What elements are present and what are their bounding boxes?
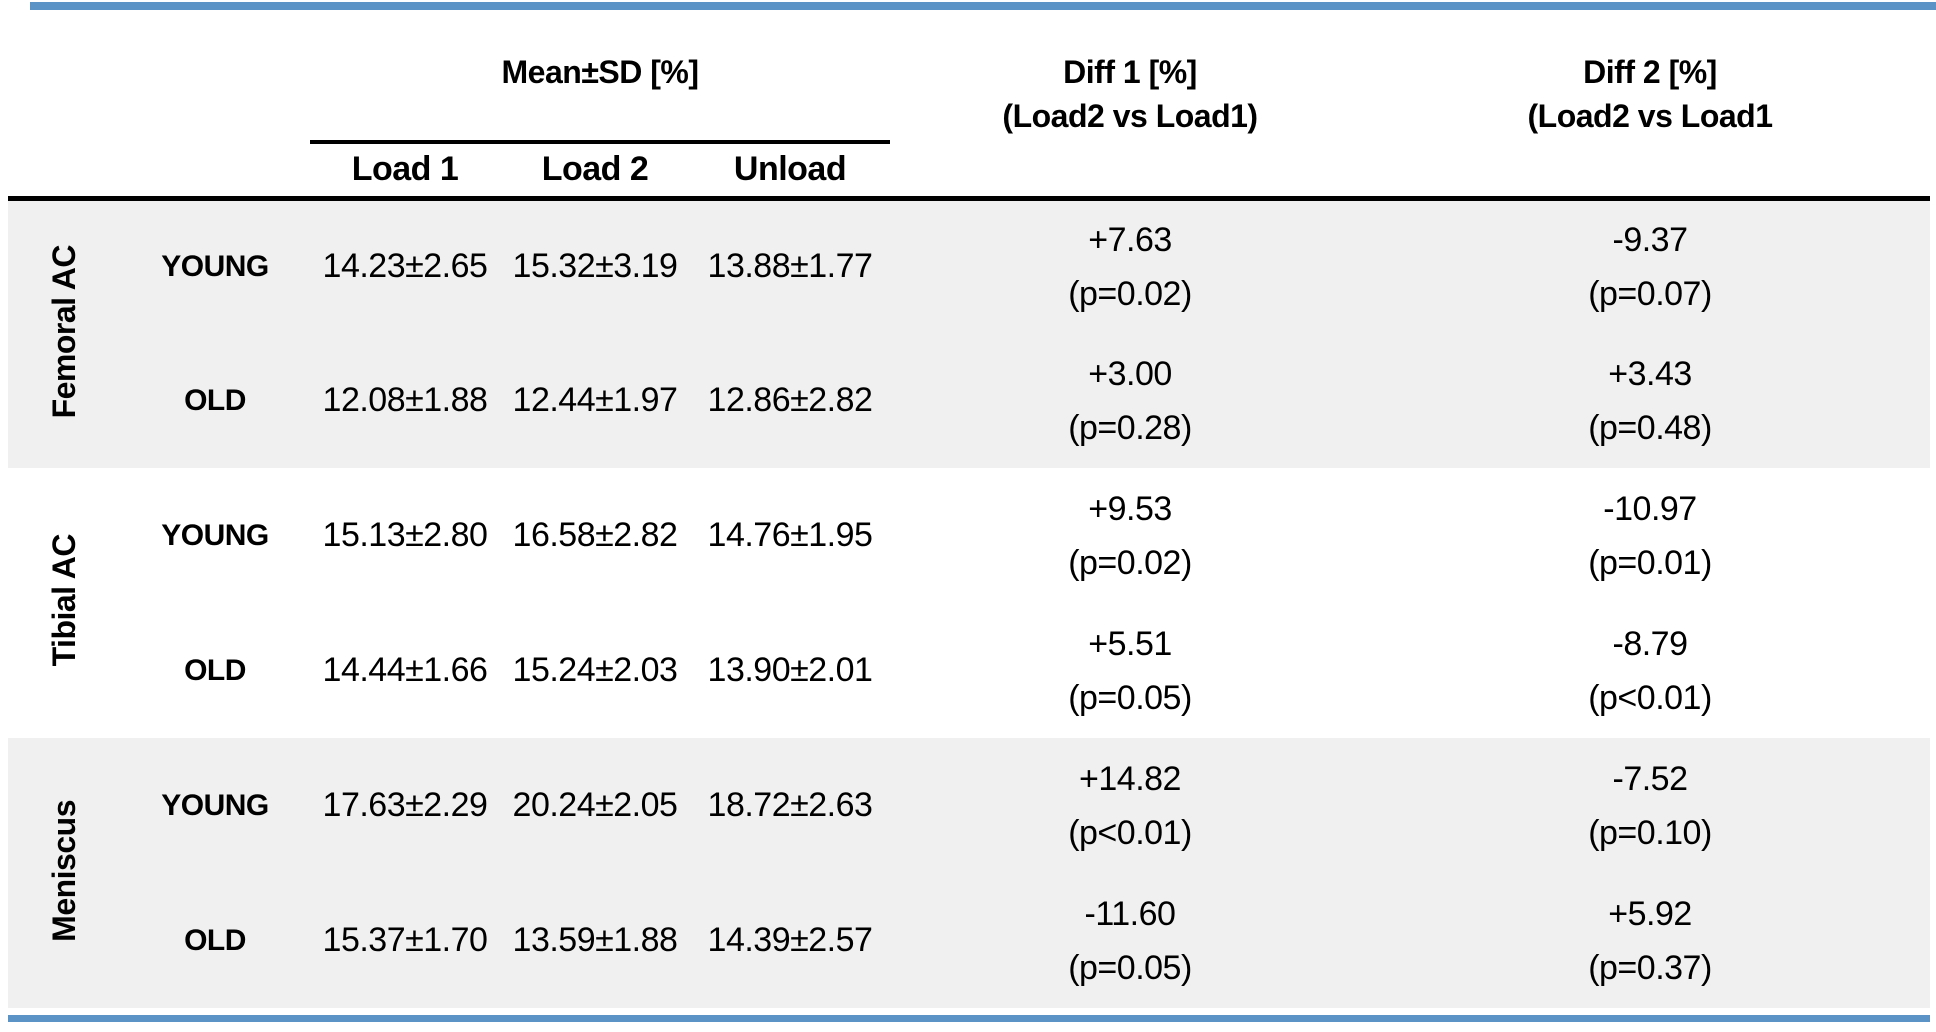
load1-value: 15.13±2.80 (310, 468, 500, 603)
diff1-cell: +9.53 (p=0.02) (890, 468, 1370, 603)
unload-value: 14.39±2.57 (690, 873, 890, 1008)
diff2-header-subtitle: (Load2 vs Load1 (1527, 98, 1774, 134)
group-label-text: Meniscus (45, 799, 82, 942)
diff1-value: -11.60 (1084, 894, 1176, 933)
load2-value: 13.59±1.88 (500, 873, 690, 1008)
group-label-femoral-ac: Femoral AC (8, 198, 120, 468)
diff1-cell: +7.63 (p=0.02) (890, 198, 1370, 333)
load1-value: 17.63±2.29 (310, 738, 500, 873)
diff1-pvalue: (p<0.01) (1068, 813, 1192, 852)
diff1-cell: +5.51 (p=0.05) (890, 603, 1370, 738)
load2-value: 20.24±2.05 (500, 738, 690, 873)
diff2-cell: -10.97 (p=0.01) (1370, 468, 1930, 603)
diff2-value: -8.79 (1612, 624, 1689, 663)
diff1-header-title: Diff 1 [%] (1063, 54, 1197, 90)
group-label-tibial-ac: Tibial AC (8, 468, 120, 738)
age-label: OLD (120, 333, 310, 468)
diff1-value: +5.51 (1088, 624, 1172, 663)
diff1-value: +3.00 (1088, 354, 1172, 393)
diff1-cell: +14.82 (p<0.01) (890, 738, 1370, 873)
diff2-cell: +3.43 (p=0.48) (1370, 333, 1930, 468)
group-label-text: Tibial AC (45, 534, 82, 667)
diff1-pvalue: (p=0.02) (1068, 543, 1192, 582)
diff1-value: +7.63 (1088, 220, 1172, 259)
diff2-header-title: Diff 2 [%] (1583, 54, 1717, 90)
unload-value: 13.90±2.01 (690, 603, 890, 738)
load1-value: 15.37±1.70 (310, 873, 500, 1008)
group-label-text: Femoral AC (45, 245, 82, 419)
header-spacer (8, 34, 310, 142)
table-header: Mean±SD [%] Diff 1 [%] (Load2 vs Load1) … (8, 34, 1930, 201)
diff2-pvalue: (p<0.01) (1588, 678, 1712, 717)
load2-value: 16.58±2.82 (500, 468, 690, 603)
load1-column-header: Load 1 (310, 142, 500, 201)
diff1-pvalue: (p=0.02) (1068, 274, 1192, 313)
diff2-pvalue: (p=0.07) (1588, 274, 1712, 313)
mean-sd-header: Mean±SD [%] (310, 34, 890, 144)
diff1-cell: +3.00 (p=0.28) (890, 333, 1370, 468)
diff1-pvalue: (p=0.05) (1068, 678, 1192, 717)
group-label-meniscus: Meniscus (8, 738, 120, 1008)
age-label: OLD (120, 873, 310, 1008)
load2-column-header: Load 2 (500, 142, 690, 201)
diff2-value: +3.43 (1608, 354, 1692, 393)
unload-value: 14.76±1.95 (690, 468, 890, 603)
diff2-pvalue: (p=0.48) (1588, 408, 1712, 447)
age-label: YOUNG (120, 738, 310, 873)
table-row: Femoral AC YOUNG 14.23±2.65 15.32±3.19 1… (8, 198, 1930, 468)
unload-value: 12.86±2.82 (690, 333, 890, 468)
diff1-header-subtitle: (Load2 vs Load1) (1002, 98, 1258, 134)
unload-column-header: Unload (690, 142, 890, 201)
diff2-pvalue: (p=0.10) (1588, 813, 1712, 852)
diff1-value: +14.82 (1079, 759, 1181, 798)
load1-value: 12.08±1.88 (310, 333, 500, 468)
load1-value: 14.44±1.66 (310, 603, 500, 738)
group-meniscus: Meniscus YOUNG 17.63±2.29 20.24±2.05 18.… (8, 738, 1930, 1008)
diff2-value: -9.37 (1612, 220, 1689, 259)
diff2-cell: -8.79 (p<0.01) (1370, 603, 1930, 738)
load2-value: 15.32±3.19 (500, 198, 690, 333)
header-spacer (8, 142, 310, 201)
diff1-header: Diff 1 [%] (Load2 vs Load1) (890, 34, 1370, 201)
diff1-cell: -11.60 (p=0.05) (890, 873, 1370, 1008)
group-tibial-ac: Tibial AC YOUNG 15.13±2.80 16.58±2.82 14… (8, 468, 1930, 738)
bottom-accent-rule (8, 1015, 1930, 1022)
table-row: Meniscus YOUNG 17.63±2.29 20.24±2.05 18.… (8, 738, 1930, 1008)
unload-value: 13.88±1.77 (690, 198, 890, 333)
diff2-cell: +5.92 (p=0.37) (1370, 873, 1930, 1008)
diff2-cell: -9.37 (p=0.07) (1370, 198, 1930, 333)
table-row: OLD 12.08±1.88 12.44±1.97 12.86±2.82 +3.… (8, 333, 1930, 468)
diff1-value: +9.53 (1088, 489, 1172, 528)
table-row: Tibial AC YOUNG 15.13±2.80 16.58±2.82 14… (8, 468, 1930, 738)
age-label: YOUNG (120, 468, 310, 603)
table-row: OLD 15.37±1.70 13.59±1.88 14.39±2.57 -11… (8, 873, 1930, 1008)
load1-value: 14.23±2.65 (310, 198, 500, 333)
table-row: OLD 14.44±1.66 15.24±2.03 13.90±2.01 +5.… (8, 603, 1930, 738)
diff2-value: +5.92 (1608, 894, 1692, 933)
diff1-pvalue: (p=0.05) (1068, 948, 1192, 987)
diff2-cell: -7.52 (p=0.10) (1370, 738, 1930, 873)
load2-value: 12.44±1.97 (500, 333, 690, 468)
diff2-pvalue: (p=0.37) (1588, 948, 1712, 987)
diff2-header: Diff 2 [%] (Load2 vs Load1 (1370, 34, 1930, 201)
age-label: OLD (120, 603, 310, 738)
group-femoral-ac: Femoral AC YOUNG 14.23±2.65 15.32±3.19 1… (8, 198, 1930, 468)
age-label: YOUNG (120, 198, 310, 333)
diff2-value: -7.52 (1612, 759, 1689, 798)
diff2-pvalue: (p=0.01) (1588, 543, 1712, 582)
top-accent-rule (30, 2, 1936, 10)
cartilage-strain-table: Mean±SD [%] Diff 1 [%] (Load2 vs Load1) … (8, 34, 1930, 1008)
load2-value: 15.24±2.03 (500, 603, 690, 738)
unload-value: 18.72±2.63 (690, 738, 890, 873)
diff2-value: -10.97 (1603, 489, 1697, 528)
diff1-pvalue: (p=0.28) (1068, 408, 1192, 447)
